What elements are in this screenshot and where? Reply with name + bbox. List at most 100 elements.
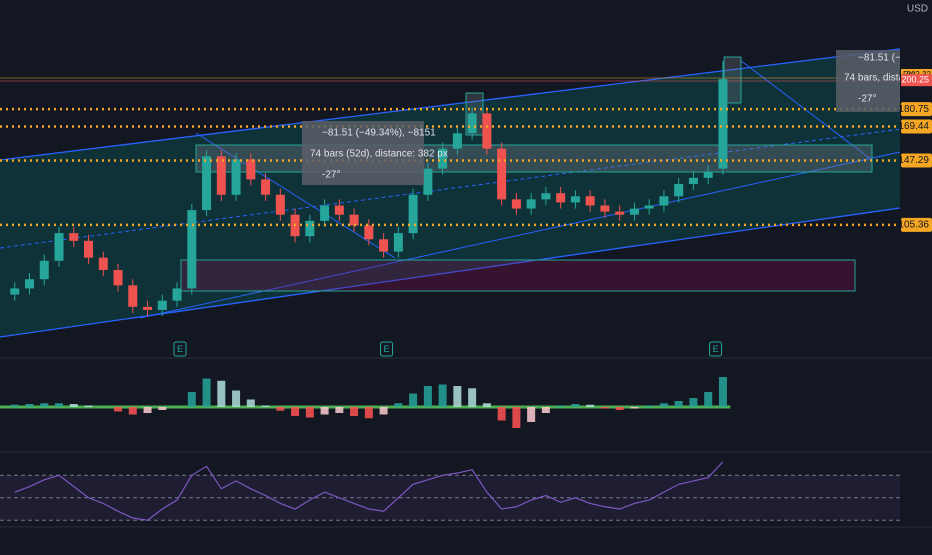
candle-body bbox=[615, 211, 625, 215]
last-label: 200.25 bbox=[901, 75, 929, 85]
candle-body bbox=[659, 196, 669, 206]
last-tag bbox=[901, 74, 932, 87]
level-label: 169.44 bbox=[898, 121, 929, 132]
histogram-bar bbox=[438, 384, 447, 407]
histogram-bar bbox=[571, 404, 580, 407]
candle-body bbox=[688, 177, 698, 184]
histogram-bar bbox=[453, 386, 462, 407]
candle-body bbox=[674, 183, 684, 197]
candle-body bbox=[629, 208, 639, 215]
candle-body bbox=[423, 168, 433, 195]
histogram-bar bbox=[615, 407, 624, 410]
histogram-bar bbox=[69, 404, 78, 407]
candle-body bbox=[84, 240, 94, 258]
histogram-bar bbox=[659, 403, 668, 407]
candle-body bbox=[305, 220, 315, 237]
level-label: 180.75 bbox=[898, 104, 929, 115]
candle-body bbox=[644, 205, 654, 209]
candle-body bbox=[526, 199, 536, 209]
candle-body bbox=[69, 233, 79, 241]
histogram-bar bbox=[84, 405, 93, 407]
histogram-bar bbox=[630, 407, 639, 409]
candle-body bbox=[334, 205, 344, 215]
candle-body bbox=[231, 159, 241, 195]
histogram-bar bbox=[40, 403, 49, 407]
histogram-bar bbox=[394, 403, 403, 407]
candle-body bbox=[379, 239, 389, 252]
histogram-bar bbox=[261, 405, 270, 407]
candle-body bbox=[718, 79, 728, 169]
histogram-bar bbox=[10, 404, 19, 407]
candle-body bbox=[497, 148, 507, 200]
measure-text: 74 bars (52d), distance: 382 px bbox=[310, 149, 448, 160]
candle-body bbox=[703, 171, 713, 178]
level-tag bbox=[901, 153, 932, 168]
measure-box bbox=[836, 50, 900, 112]
histogram-bar bbox=[409, 393, 418, 407]
earnings-label: E bbox=[713, 344, 719, 354]
candle-body bbox=[261, 179, 271, 195]
histogram-bar bbox=[586, 404, 595, 407]
level-tag bbox=[901, 102, 932, 117]
level-tag bbox=[901, 217, 932, 232]
level-tag bbox=[901, 119, 932, 134]
candle-body bbox=[393, 233, 403, 252]
zone bbox=[195, 144, 873, 173]
histogram-bar bbox=[704, 392, 713, 407]
histogram-bar bbox=[128, 407, 137, 415]
histogram-bar bbox=[527, 407, 536, 422]
histogram-bar bbox=[143, 407, 152, 413]
histogram-bar bbox=[246, 399, 255, 407]
currency: USD bbox=[907, 4, 928, 15]
histogram-bar bbox=[305, 407, 314, 418]
candle-body bbox=[320, 205, 330, 221]
histogram-bar bbox=[556, 405, 565, 407]
band-fill bbox=[0, 475, 900, 521]
histogram-bar bbox=[718, 377, 727, 407]
candle-body bbox=[10, 288, 20, 295]
histogram-bar bbox=[512, 407, 521, 428]
candle-body bbox=[25, 279, 35, 289]
measure-text: −81.51 (−49.34%), −8151 bbox=[322, 128, 436, 139]
histogram-bar bbox=[541, 407, 550, 413]
candle-body bbox=[187, 210, 197, 289]
histogram-bar bbox=[217, 380, 226, 407]
candle-body bbox=[482, 113, 492, 149]
candle-body bbox=[467, 113, 477, 134]
earnings-marker bbox=[173, 341, 187, 357]
measure-box bbox=[302, 121, 424, 185]
candle-body bbox=[600, 205, 610, 212]
candle-body bbox=[39, 260, 49, 280]
histogram-bar bbox=[350, 407, 359, 416]
histogram-bar bbox=[187, 392, 196, 407]
candle-body bbox=[157, 300, 167, 310]
candle-body bbox=[275, 194, 285, 215]
histogram-bar bbox=[158, 407, 167, 410]
histogram-bar bbox=[423, 386, 432, 407]
candle-body bbox=[202, 156, 212, 211]
candle-body bbox=[98, 257, 108, 270]
histogram-bar bbox=[335, 407, 344, 413]
histogram-bar bbox=[645, 405, 654, 407]
candle-body bbox=[452, 133, 462, 149]
histogram-bar bbox=[468, 388, 477, 407]
histogram-bar bbox=[497, 407, 506, 421]
earnings-marker bbox=[709, 341, 723, 357]
level-label: 147.29 bbox=[898, 155, 929, 166]
candle-body bbox=[349, 214, 359, 226]
candle-body bbox=[438, 148, 448, 169]
candle-body bbox=[216, 156, 226, 195]
histogram-bar bbox=[674, 401, 683, 407]
zone bbox=[180, 259, 856, 292]
candle-body bbox=[143, 306, 153, 310]
rsi-line bbox=[14, 461, 724, 521]
measure-text: -27° bbox=[858, 94, 876, 105]
histogram-bar bbox=[379, 407, 388, 415]
candle-body bbox=[246, 159, 256, 180]
channel-fill bbox=[0, 45, 932, 337]
candle-body bbox=[128, 285, 138, 307]
candle-body bbox=[541, 193, 551, 200]
